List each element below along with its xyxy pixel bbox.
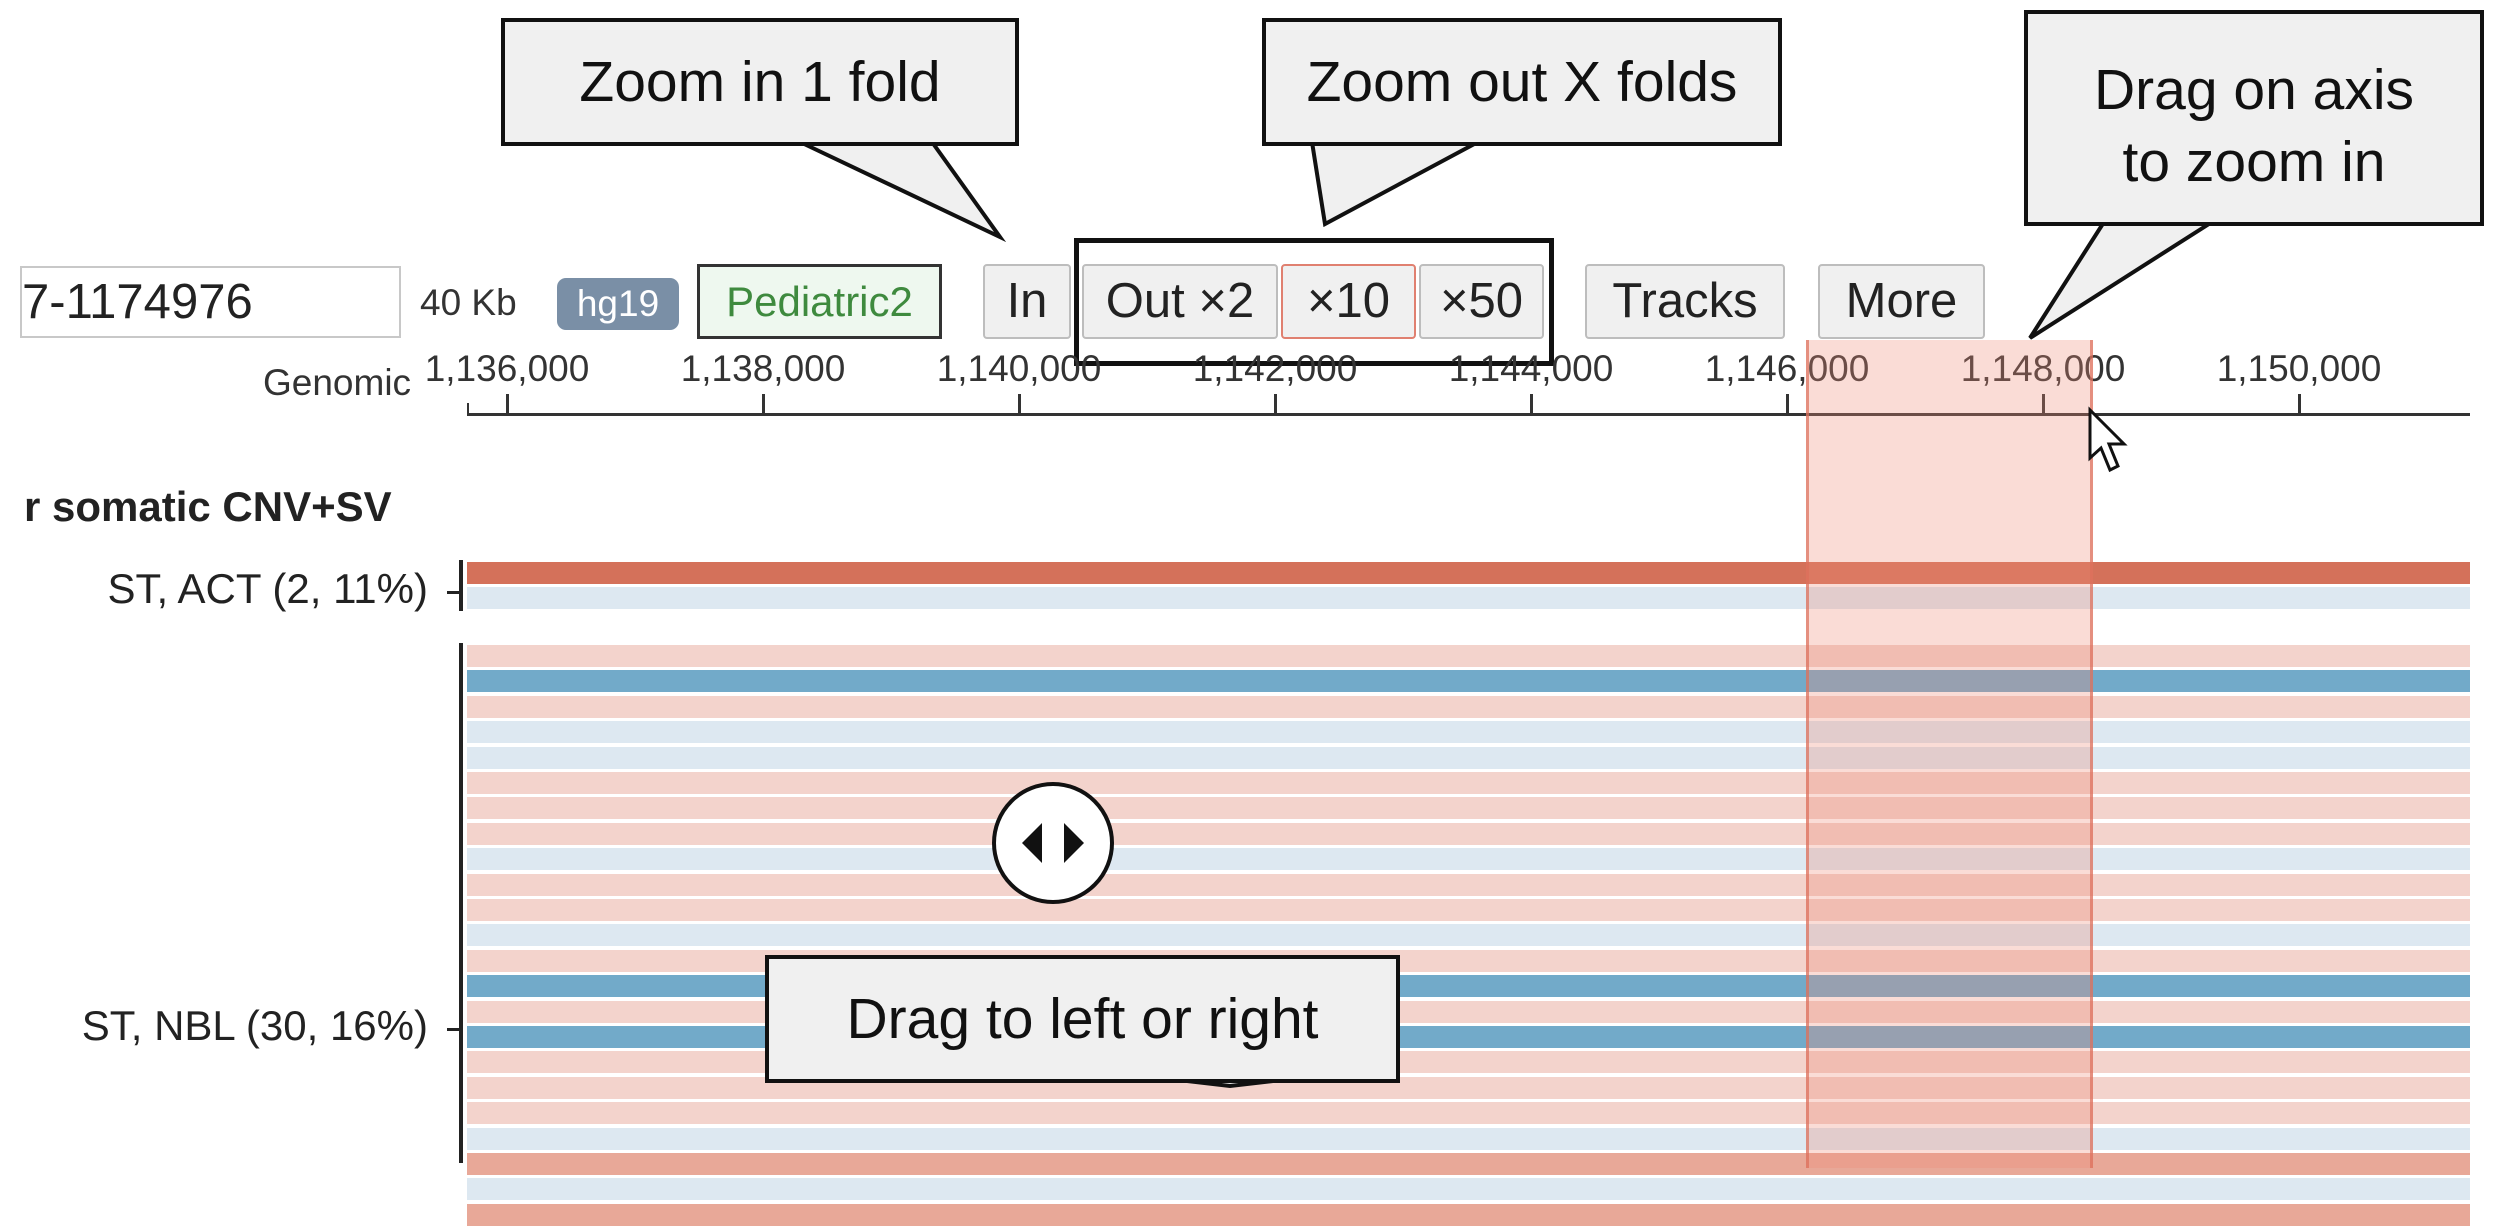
- callout-zoom-in-pointer: [799, 140, 1007, 243]
- dataset-button[interactable]: Pediatric2: [697, 264, 942, 339]
- coordinate-input-value: 7-1174976: [22, 275, 253, 329]
- axis-tick: [2042, 394, 2045, 414]
- track-row[interactable]: [467, 695, 2470, 718]
- track-row[interactable]: [467, 822, 2470, 845]
- axis-tick-label: 1,140,000: [936, 348, 1102, 389]
- axis-tick-label: 1,144,000: [1448, 348, 1614, 389]
- group-bracket: [459, 560, 463, 612]
- track-row[interactable]: [467, 924, 2470, 947]
- axis-tick: [506, 394, 509, 414]
- axis-tick-label: 1,148,000: [1960, 348, 2126, 389]
- track-row[interactable]: [467, 1102, 2470, 1125]
- track-row[interactable]: [467, 746, 2470, 769]
- region-size-label: 40 Kb: [420, 282, 517, 323]
- track-row[interactable]: [467, 1203, 2470, 1226]
- track-row[interactable]: [467, 721, 2470, 744]
- axis-tick: [1274, 394, 1277, 414]
- track-title: r somatic CNV+SV: [24, 483, 392, 530]
- left-right-arrows-icon[interactable]: [992, 782, 1114, 904]
- track-row[interactable]: [467, 645, 2470, 667]
- group-bracket-tick: [447, 1028, 461, 1031]
- track-row[interactable]: [467, 899, 2470, 921]
- callout-drag-axis-line2: to zoom in: [2122, 130, 2386, 194]
- track-row[interactable]: [467, 797, 2470, 820]
- axis-tick: [2298, 394, 2301, 414]
- group-bracket-tick: [447, 591, 461, 594]
- axis-tick-label: 1,142,000: [1192, 348, 1358, 389]
- track-row[interactable]: [467, 848, 2470, 871]
- zoom-in-button[interactable]: In: [983, 264, 1071, 339]
- track-row[interactable]: [467, 873, 2470, 896]
- track-row[interactable]: [467, 1127, 2470, 1150]
- axis-tick: [1018, 394, 1021, 414]
- axis-tick: [1530, 394, 1533, 414]
- axis-tick: [467, 403, 469, 414]
- callout-drag-axis: Drag on axis to zoom in: [2024, 10, 2484, 226]
- axis-title: Genomic: [263, 362, 412, 403]
- callout-drag-axis-line1: Drag on axis: [2094, 58, 2414, 122]
- track-row[interactable]: [467, 670, 2470, 693]
- group-label: ST, ACT (2, 11%): [107, 565, 428, 612]
- callout-pan: Drag to left or right: [765, 955, 1400, 1083]
- axis-tick-label: 1,150,000: [2216, 348, 2382, 389]
- group-bracket: [459, 643, 463, 1163]
- axis-tick: [1786, 394, 1789, 414]
- group-label: ST, NBL (30, 16%): [81, 1002, 428, 1049]
- zoom-out-10x-button[interactable]: ×10: [1281, 264, 1416, 339]
- track-row[interactable]: [467, 772, 2470, 794]
- axis-tick-label: 1,136,000: [424, 348, 590, 389]
- axis-line: [467, 413, 2470, 416]
- coordinate-input[interactable]: 7-1174976: [20, 266, 401, 338]
- track-row[interactable]: [467, 587, 2470, 610]
- callout-zoom-out-pointer: [1309, 140, 1479, 228]
- tracks-button[interactable]: Tracks: [1585, 264, 1785, 339]
- track-row[interactable]: [467, 562, 2470, 584]
- axis-tick: [762, 394, 765, 414]
- axis-selection-region[interactable]: [1806, 340, 2093, 1168]
- axis-tick-label: 1,146,000: [1704, 348, 1870, 389]
- genome-badge: hg19: [557, 278, 679, 330]
- track-row[interactable]: [467, 1178, 2470, 1201]
- zoom-out-50x-button[interactable]: ×50: [1419, 264, 1544, 339]
- zoom-out-2x-button[interactable]: Out ×2: [1082, 264, 1278, 339]
- axis-tick-label: 1,138,000: [680, 348, 846, 389]
- callout-zoom-in: Zoom in 1 fold: [501, 18, 1019, 146]
- callout-zoom-out: Zoom out X folds: [1262, 18, 1782, 146]
- callout-drag-axis-pointer: [2028, 220, 2219, 340]
- zoom-out-group-highlight: [1074, 238, 1554, 366]
- more-button[interactable]: More: [1818, 264, 1985, 339]
